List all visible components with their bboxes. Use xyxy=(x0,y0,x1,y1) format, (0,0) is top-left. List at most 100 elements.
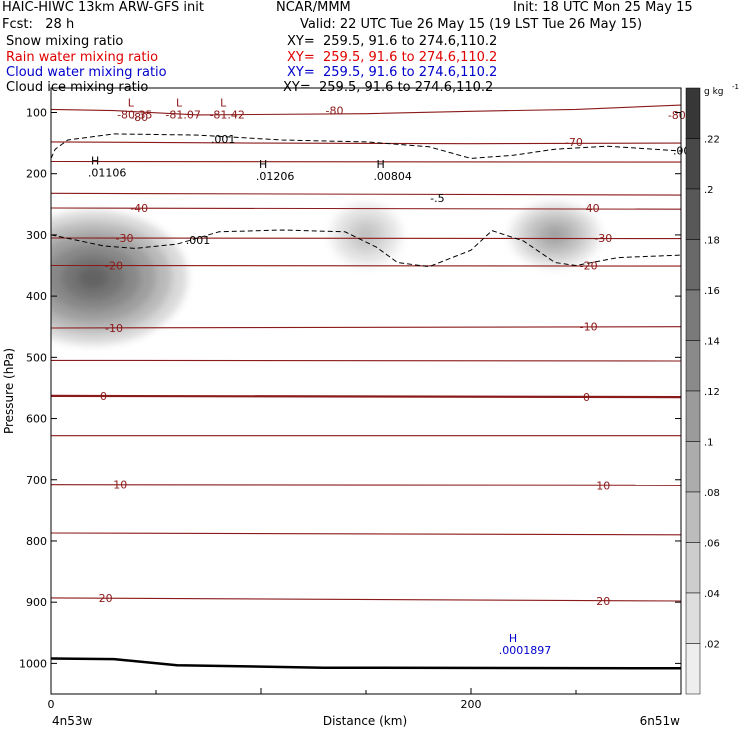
colorbar-tick-1: .04 xyxy=(704,589,720,600)
extremum-marker-5: H xyxy=(377,158,385,171)
temperature-contour-1 xyxy=(51,141,681,145)
extremum-value-2: -81.07 xyxy=(165,109,200,122)
y-tick-label-300: 300 xyxy=(26,229,47,242)
field-xy-cloud-water: XY= 259.5, 91.6 to 274.6,110.2 xyxy=(287,65,498,80)
extremum-marker-2: L xyxy=(176,97,183,110)
extremum-marker-0: L xyxy=(128,97,135,110)
colorbar-tick-4: .1 xyxy=(704,438,714,449)
y-tick-label-900: 900 xyxy=(26,596,47,609)
snow-shade-2-5 xyxy=(547,229,563,241)
colorbar-swatch-7 xyxy=(685,441,701,493)
colorbar-swatch-8 xyxy=(685,491,701,543)
valid-time: Valid: 22 UTC Tue 26 May 15 (19 LST Tue … xyxy=(300,17,643,32)
ice-contour-label-0-0: .001 xyxy=(211,133,236,146)
y-tick-label-600: 600 xyxy=(26,413,47,426)
temperature-label-7: -30 xyxy=(594,232,612,245)
extremum-value-0: -80.35 xyxy=(117,109,152,122)
x-tick-label-0: 0 xyxy=(48,698,55,711)
field-xy-snow: XY= 259.5, 91.6 to 274.6,110.2 xyxy=(287,34,498,49)
temperature-contour-0 xyxy=(51,104,681,116)
temperature-label-4: -40 xyxy=(130,202,148,215)
temperature-label-1: -80 xyxy=(326,105,344,118)
colorbar-tick-10: .22 xyxy=(704,135,720,146)
snow-shade-1-5 xyxy=(359,229,373,241)
temperature-contour-8 xyxy=(51,359,681,362)
colorbar-tick-2: .06 xyxy=(704,539,720,550)
temperature-label-15: 10 xyxy=(596,479,610,492)
field-name-snow: Snow mixing ratio xyxy=(6,34,124,49)
temperature-label-3: -70 xyxy=(565,136,583,149)
field-name-rain: Rain water mixing ratio xyxy=(6,50,159,65)
temperature-label-11: -10 xyxy=(580,321,598,334)
colorbar-swatch-9 xyxy=(685,542,701,594)
colorbar-swatch-4 xyxy=(685,289,701,341)
y-tick-label-700: 700 xyxy=(26,474,47,487)
temperature-label-12: 0 xyxy=(100,390,107,403)
colorbar-tick-0: .02 xyxy=(704,640,720,651)
y-tick-label-500: 500 xyxy=(26,351,47,364)
temperature-contour-9 xyxy=(51,394,681,399)
temperature-contour-13 xyxy=(51,597,681,602)
extremum-value-4: .01206 xyxy=(256,170,295,183)
ice-contour-1 xyxy=(51,229,681,268)
temperature-label-2: -80 xyxy=(668,109,686,122)
snow-shading xyxy=(51,201,602,346)
y-tick-label-100: 100 xyxy=(26,106,47,119)
colorbar-tick-6: .14 xyxy=(704,337,720,348)
y-tick-label-1000: 1000 xyxy=(19,657,47,670)
temperature-label-10: -10 xyxy=(105,322,123,335)
colorbar-swatch-10 xyxy=(685,592,701,644)
y-tick-label-400: 400 xyxy=(26,290,47,303)
field-name-cloud-water: Cloud water mixing ratio xyxy=(6,65,167,80)
cloud-ice-contours xyxy=(51,133,681,268)
colorbar-swatch-5 xyxy=(685,340,701,392)
colorbar-swatch-1 xyxy=(685,138,701,190)
extremum-value-6: .0001897 xyxy=(499,644,552,657)
temperature-contours xyxy=(51,104,681,602)
extremum-marker-4: H xyxy=(259,158,267,171)
colorbar-tick-9: .2 xyxy=(704,185,714,196)
colorbar-unit-exponent: -1 xyxy=(732,83,739,91)
field-xy-rain: XY= 259.5, 91.6 to 274.6,110.2 xyxy=(287,50,498,65)
extremum-marker-3: H xyxy=(91,155,99,168)
snow-shade-0-5 xyxy=(77,266,109,289)
temperature-contour-5 xyxy=(51,237,681,240)
extremum-marker-6: H xyxy=(509,632,517,645)
terrain-line xyxy=(51,657,681,670)
ice-contour-label-1-0: .001 xyxy=(186,234,211,247)
y-axis-label: Pressure (hPa) xyxy=(2,348,16,434)
terrain-line xyxy=(51,657,681,670)
colorbar-tick-8: .18 xyxy=(704,236,720,247)
temperature-label-5: -40 xyxy=(582,202,600,215)
temperature-contour-12 xyxy=(51,532,681,536)
colorbar-swatch-2 xyxy=(685,188,701,240)
temperature-label-16: 20 xyxy=(99,592,113,605)
colorbar: .02 .04 .06 .08 .1 .12 .14 .16 .18 .2 .22 g kg -1 xyxy=(685,83,739,695)
contour-labels: -80 -80 -80 -70 -40 -40 -30 -30 -20 -20 -10 -10 0 0 10… xyxy=(88,97,698,658)
colorbar-swatch-3 xyxy=(685,239,701,291)
chart-source: NCAR/MMM xyxy=(276,0,351,15)
x-left-endpoint: 4n53w xyxy=(52,714,93,728)
temperature-label-13: 0 xyxy=(583,391,590,404)
init-time: Init: 18 UTC Mon 25 May 15 xyxy=(513,0,693,15)
forecast-hour: Fcst: 28 h xyxy=(2,17,75,32)
colorbar-swatch-0 xyxy=(685,87,701,139)
ice-contour-0 xyxy=(51,133,681,159)
temperature-label-9: -20 xyxy=(580,260,598,273)
temperature-contour-3 xyxy=(51,192,681,196)
temperature-label-6: -30 xyxy=(116,232,134,245)
colorbar-unit: g kg xyxy=(704,87,724,97)
extremum-marker-1: L xyxy=(220,97,227,110)
temperature-label-0: -80 xyxy=(130,111,148,124)
temperature-label-14: 10 xyxy=(113,479,127,492)
temperature-label-17: 20 xyxy=(596,595,610,608)
extremum-value-5: .00804 xyxy=(373,170,412,183)
x-tick-label-200: 200 xyxy=(461,698,482,711)
colorbar-swatch-6 xyxy=(685,390,701,442)
temperature-contour-7 xyxy=(51,326,681,329)
temperature-contour-4 xyxy=(51,207,681,210)
misc-label-0: -.5 xyxy=(430,192,444,205)
chart-title: HAIC-HIWC 13km ARW-GFS init xyxy=(2,0,204,15)
